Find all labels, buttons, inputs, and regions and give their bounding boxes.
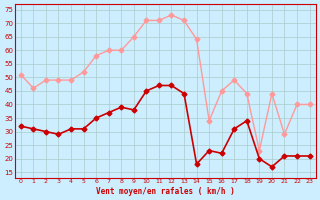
- X-axis label: Vent moyen/en rafales ( km/h ): Vent moyen/en rafales ( km/h ): [96, 187, 235, 196]
